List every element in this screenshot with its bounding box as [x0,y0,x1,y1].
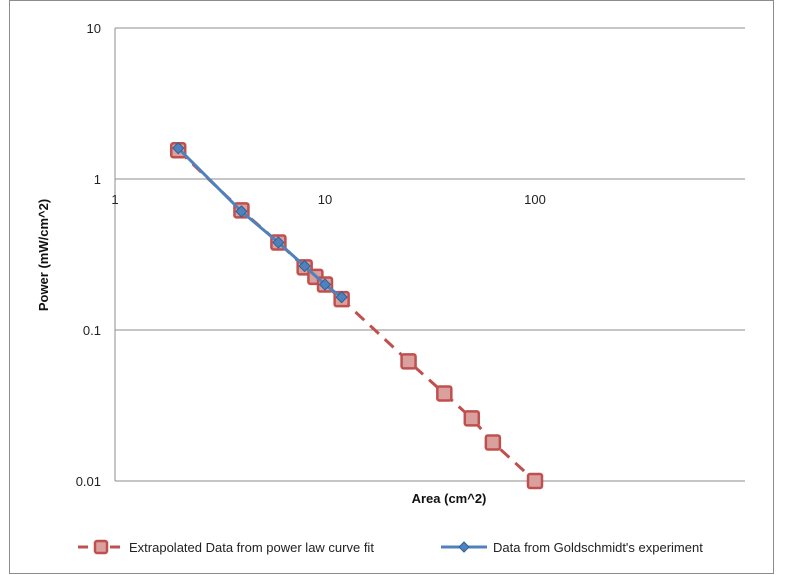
goldschmidt-point [318,278,332,291]
grid-lines [115,27,745,482]
legend-label: Extrapolated Data from power law curve f… [129,540,374,555]
y-tick-label: 0.01 [76,474,101,489]
y-tick-label: 10 [87,21,101,36]
y-tick-label: 0.1 [83,323,101,338]
legend-item: Data from Goldschmidt's experiment [441,540,703,555]
goldschmidt-point [272,236,285,249]
goldschmidt-point [235,205,248,218]
extrapolated-point [484,434,502,451]
legend-square-marker [93,539,109,555]
y-axis-title: Power (mW/cm^2) [36,199,51,311]
series-layer [169,141,544,490]
x-axis-title: Area (cm^2) [412,491,487,506]
series-goldschmidt [172,141,348,304]
x-tick-label: 10 [318,192,332,207]
x-tick-label: 100 [524,192,546,207]
goldschmidt-point [172,141,185,155]
chart-frame: 10 1 0.1 0.01 1 10 100 Area (cm^2) Power (mW/c… [9,0,774,574]
extrapolated-point [400,353,417,370]
axes [114,28,745,481]
chart-svg: 10 1 0.1 0.01 1 10 100 Area (cm^2) Power (mW/c… [36,21,745,555]
x-tick-label: 1 [111,192,118,207]
legend: Extrapolated Data from power law curve f… [78,539,703,555]
extrapolated-point [526,472,544,490]
extrapolated-point [436,385,453,402]
legend-diamond-marker [458,541,470,553]
extrapolated-point [463,410,481,427]
goldschmidt-point [335,290,348,304]
legend-item: Extrapolated Data from power law curve f… [78,539,374,555]
tick-labels: 10 1 0.1 0.01 1 10 100 [76,21,546,489]
goldschmidt-point [298,259,311,273]
y-tick-label: 1 [94,172,101,187]
legend-label: Data from Goldschmidt's experiment [493,540,703,555]
